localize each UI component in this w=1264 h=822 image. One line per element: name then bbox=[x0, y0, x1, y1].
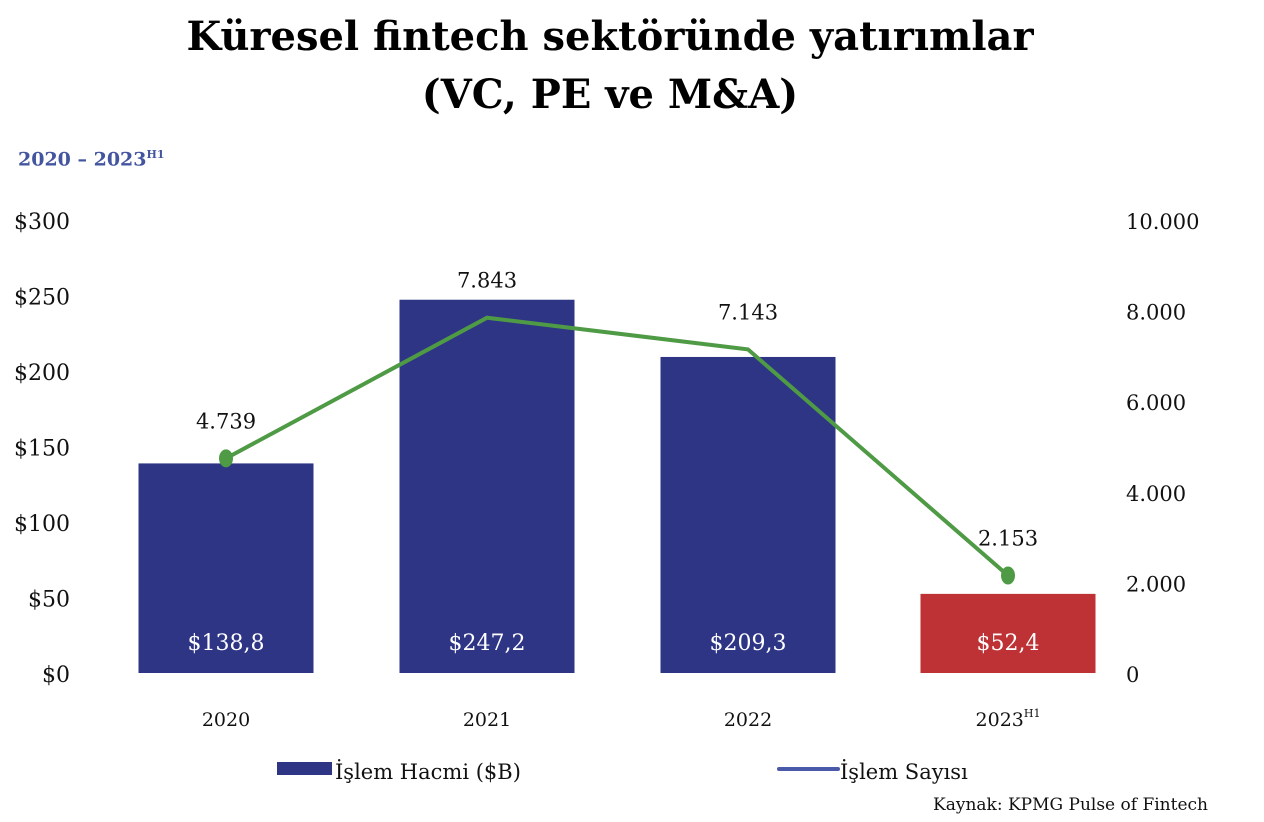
legend-line-label: İşlem Sayısı bbox=[840, 760, 968, 784]
source-note: Kaynak: KPMG Pulse of Fintech bbox=[933, 795, 1208, 815]
x-axis-tick-sup: H1 bbox=[1024, 707, 1041, 720]
left-axis-tick: $250 bbox=[14, 286, 70, 311]
legend-bar-swatch bbox=[277, 762, 332, 775]
legend-bar-label: İşlem Hacmi ($B) bbox=[335, 760, 521, 784]
x-axis-tick: 2022 bbox=[724, 709, 772, 731]
left-axis-tick: $200 bbox=[14, 361, 70, 386]
left-axis-tick: $50 bbox=[28, 588, 70, 613]
left-axis-tick: $300 bbox=[14, 210, 70, 235]
bar-2021 bbox=[399, 299, 575, 673]
line-point bbox=[219, 449, 233, 468]
bar-value-label: $209,3 bbox=[710, 631, 787, 656]
left-axis-tick: $100 bbox=[14, 512, 70, 537]
x-axis-tick: 2021 bbox=[463, 709, 511, 731]
bar-2020 bbox=[138, 463, 314, 673]
bar-2022 bbox=[660, 356, 836, 673]
line-value-label: 7.843 bbox=[457, 269, 517, 293]
right-axis-tick: 2.000 bbox=[1126, 572, 1186, 596]
right-axis-tick: 8.000 bbox=[1126, 301, 1186, 325]
chart-title: Küresel fintech sektöründe yatırımlar (V… bbox=[0, 8, 1220, 124]
left-axis-tick: $0 bbox=[42, 663, 70, 688]
bar-2023 bbox=[920, 593, 1096, 673]
x-axis-tick: 2020 bbox=[202, 709, 250, 731]
left-axis-tick: $150 bbox=[14, 437, 70, 462]
x-axis-tick: 2023H1 bbox=[976, 707, 1041, 731]
chart-subtitle: 2020 – 2023H1 bbox=[18, 148, 165, 170]
right-axis-tick: 6.000 bbox=[1126, 391, 1186, 415]
bar-value-label: $52,4 bbox=[977, 631, 1040, 656]
line-series bbox=[225, 315, 1010, 577]
bar-value-label: $138,8 bbox=[188, 631, 265, 656]
line-value-label: 2.153 bbox=[978, 526, 1038, 550]
subtitle-text: 2020 – 2023 bbox=[18, 148, 147, 171]
line-value-label: 7.143 bbox=[718, 300, 778, 324]
title-line-1: Küresel fintech sektöründe yatırımlar bbox=[186, 13, 1034, 60]
right-axis-tick: 0 bbox=[1126, 663, 1139, 687]
right-axis-tick: 4.000 bbox=[1126, 482, 1186, 506]
title-line-2: (VC, PE ve M&A) bbox=[421, 71, 799, 118]
line-value-label: 4.739 bbox=[196, 409, 256, 433]
right-axis-tick: 10.000 bbox=[1126, 210, 1199, 234]
bar-value-label: $247,2 bbox=[449, 631, 526, 656]
line-point bbox=[1001, 566, 1015, 585]
subtitle-sup: H1 bbox=[146, 148, 165, 161]
